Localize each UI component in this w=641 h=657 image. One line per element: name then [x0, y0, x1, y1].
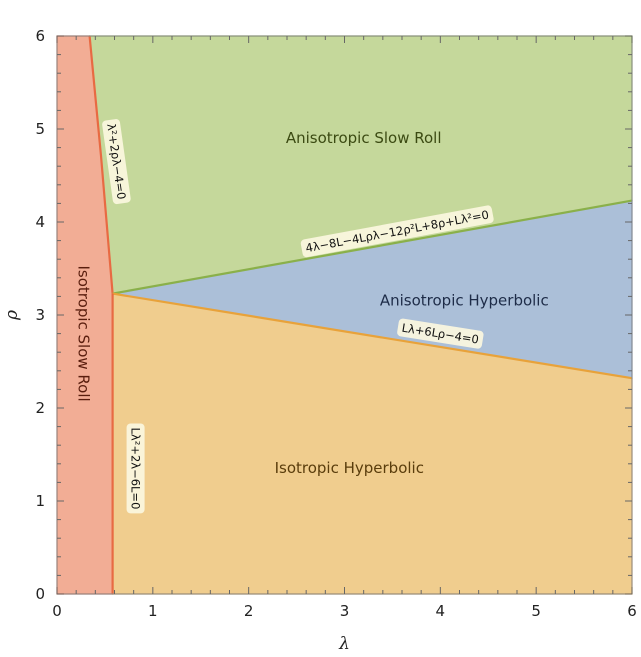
y-tick-label: 4: [35, 213, 45, 231]
y-tick-label: 1: [35, 492, 45, 510]
ticks-layer: 0 1 2 3 4 5 6 0 1 2 3 4 5 6: [35, 27, 636, 620]
x-tick-label: 0: [52, 602, 62, 620]
y-tick-label: 6: [35, 27, 45, 45]
x-tick-label: 5: [531, 602, 541, 620]
y-tick-label: 5: [35, 120, 45, 138]
curves-layer: [88, 35, 633, 594]
boundary-curve-1: [88, 35, 114, 294]
curve-label-4: Lλ²+2λ−6L=0: [126, 423, 145, 514]
x-axis-title: λ: [338, 634, 350, 654]
regions-layer: [56, 35, 633, 595]
region-label-isotropic-slow-roll: Isotropic Slow Roll: [74, 266, 92, 402]
region-label-anisotropic-slow-roll: Anisotropic Slow Roll: [286, 129, 442, 147]
curve-label-background: [397, 318, 484, 349]
region-label-isotropic-hyperbolic: Isotropic Hyperbolic: [275, 459, 424, 477]
boundary-curve-3: [112, 292, 633, 380]
x-tick-label: 1: [148, 602, 158, 620]
curve-label-text: Lλ²+2λ−6L=0: [129, 427, 143, 509]
y-tick-label: 3: [35, 306, 45, 324]
curve-label-background: [300, 205, 494, 258]
y-tick-label: 2: [35, 399, 45, 417]
boundary-curve-2: [112, 199, 633, 295]
y-axis-title: ρ: [2, 310, 22, 321]
curve-label-background: [102, 119, 131, 205]
x-tick-label: 3: [340, 602, 350, 620]
x-tick-label: 6: [627, 602, 637, 620]
curve-label-1: λ²+2ρλ−4=0: [102, 119, 131, 205]
curve-label-background: [126, 423, 145, 514]
region-label-anisotropic-hyperbolic: Anisotropic Hyperbolic: [380, 292, 549, 310]
x-tick-label: 4: [436, 602, 446, 620]
x-tick-label: 2: [244, 602, 254, 620]
region-labels-layer: Anisotropic Slow Roll Anisotropic Hyperbo…: [74, 129, 548, 477]
y-tick-label: 0: [35, 585, 45, 603]
